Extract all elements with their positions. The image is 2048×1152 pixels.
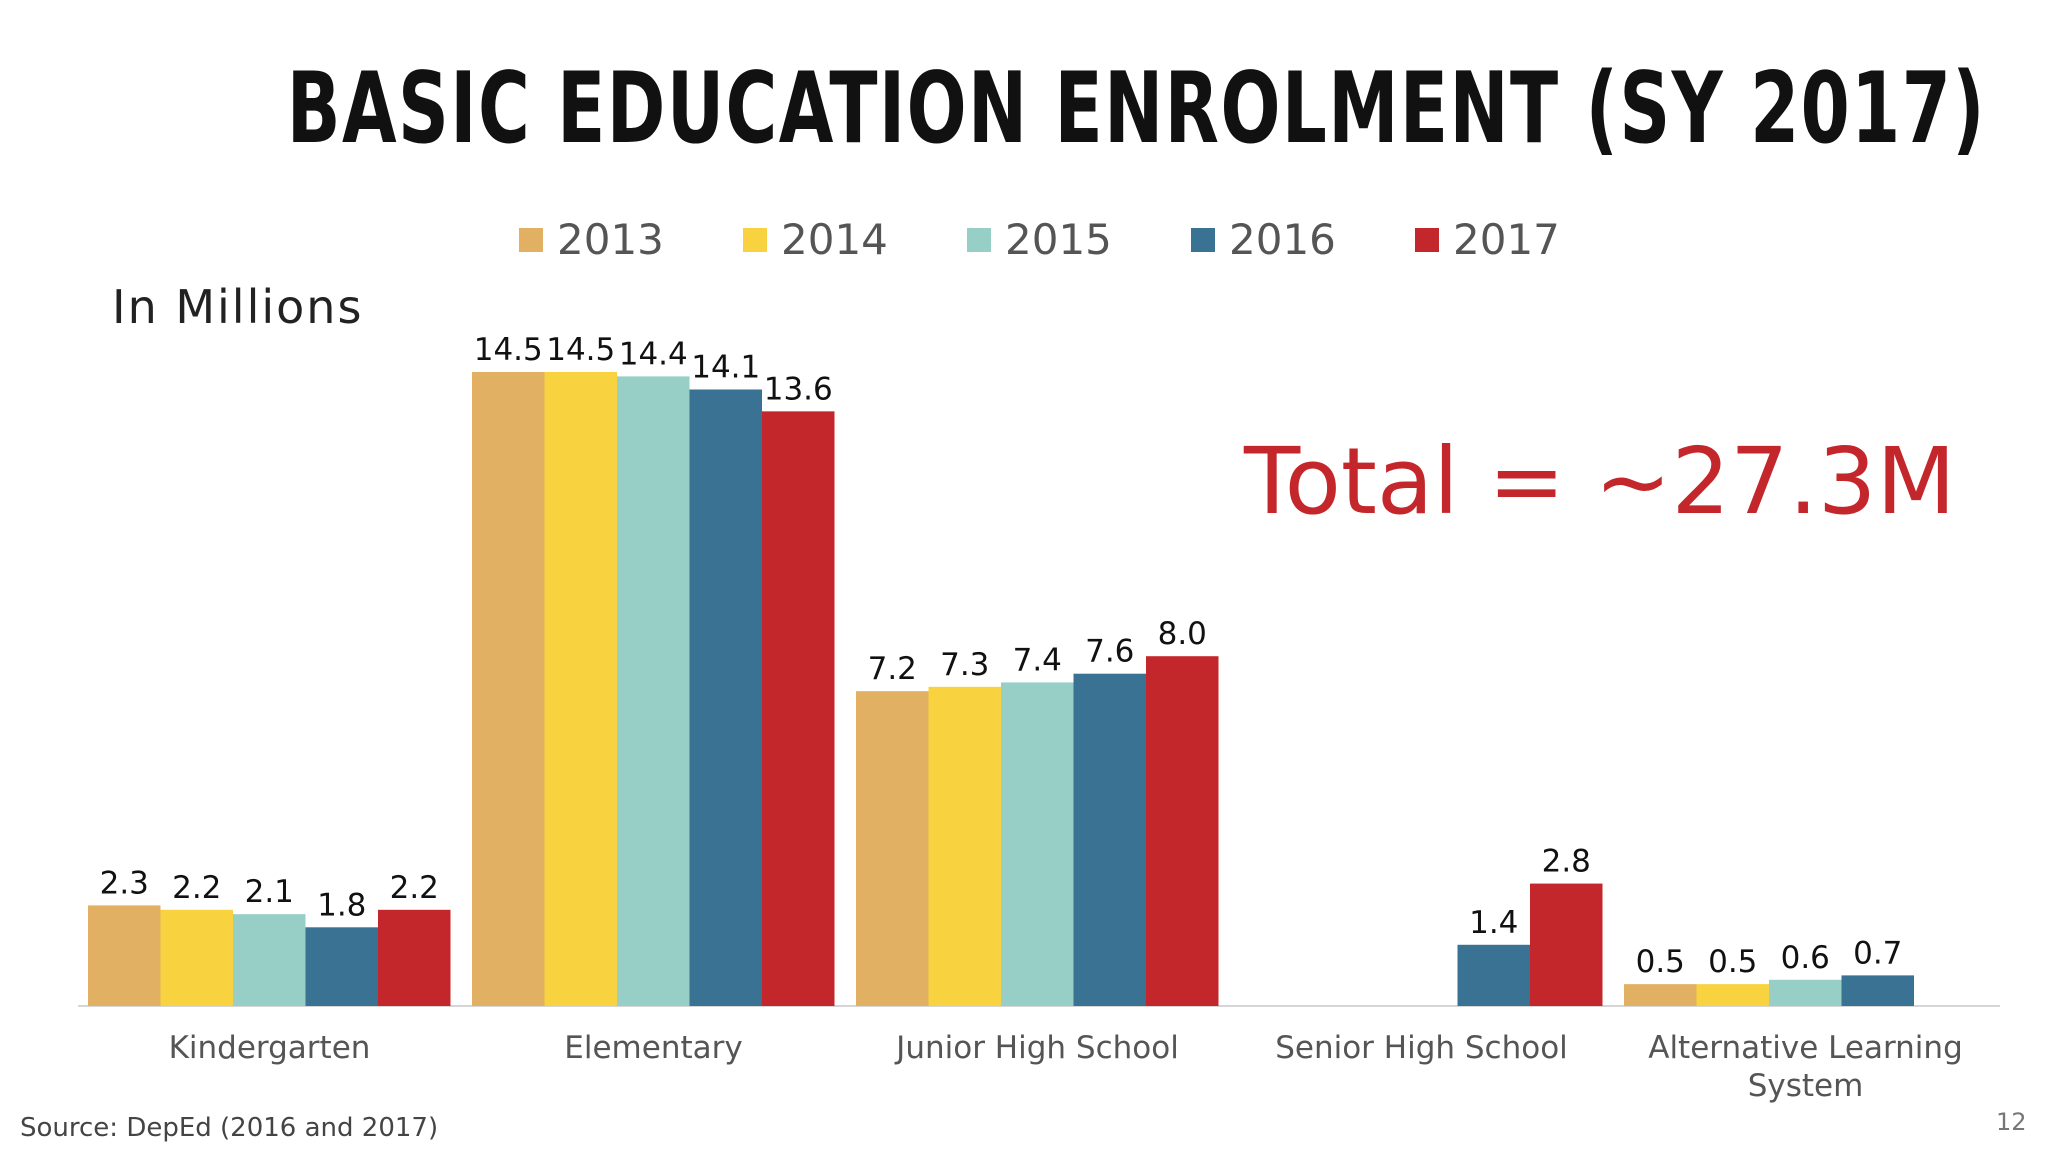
legend-label-2015: 2015 [1005,215,1112,264]
legend-label-2014: 2014 [781,215,888,264]
value-label-elementary-2014: 14.5 [546,332,615,368]
value-label-kindergarten-2016: 1.8 [317,887,366,923]
page-number: 12 [1996,1108,2027,1136]
value-label-junior-high-school-2017: 8.0 [1158,616,1207,652]
value-label-elementary-2016: 14.1 [691,349,760,385]
bar-junior-high-school-2017 [1146,656,1219,1006]
category-label-junior-high-school: Junior High School [894,1030,1179,1066]
value-label-alternative-learning-system-2016: 0.7 [1853,935,1902,971]
value-label-elementary-2013: 14.5 [474,332,543,368]
bar-elementary-2014 [544,372,617,1006]
value-label-kindergarten-2015: 2.1 [245,874,294,910]
value-label-alternative-learning-system-2014: 0.5 [1708,944,1757,980]
bar-kindergarten-2016 [305,927,378,1006]
legend-swatch-2013 [519,228,543,252]
value-label-senior-high-school-2017: 2.8 [1542,844,1591,880]
bar-alternative-learning-system-2015 [1769,979,1842,1006]
unit-label: In Millions [112,280,364,334]
legend-label-2016: 2016 [1229,215,1336,264]
legend-swatch-2016 [1191,228,1215,252]
chart-title: BASIC EDUCATION ENROLMENT (SY 2017) [286,52,1986,166]
bar-elementary-2016 [689,389,762,1007]
category-labels-group: Kindergarten Elementary Junior High School… [169,1030,1963,1104]
bar-kindergarten-2017 [378,909,451,1006]
bar-elementary-2013 [472,372,545,1006]
legend-swatch-2017 [1415,228,1439,252]
value-label-alternative-learning-system-2015: 0.6 [1781,940,1830,976]
value-label-elementary-2015: 14.4 [619,336,688,372]
category-label-senior-high-school: Senior High School [1275,1030,1568,1066]
bar-kindergarten-2015 [233,914,306,1006]
value-label-junior-high-school-2016: 7.6 [1085,634,1134,670]
category-label-alternative-learning-system: Alternative Learning System [1648,1030,1963,1104]
bar-alternative-learning-system-2016 [1841,975,1914,1006]
bar-elementary-2017 [762,411,835,1007]
value-label-alternative-learning-system-2013: 0.5 [1636,944,1685,980]
value-label-junior-high-school-2013: 7.2 [868,651,917,687]
bar-elementary-2015 [617,376,690,1006]
legend-swatch-2015 [967,228,991,252]
value-label-junior-high-school-2014: 7.3 [940,647,989,683]
value-labels-group: 2.3 2.2 2.1 1.8 2.214.5 14.5 14.4 14.113.67.2 7.… [100,332,1903,980]
bar-junior-high-school-2015 [1001,682,1074,1006]
bar-senior-high-school-2017 [1530,883,1603,1006]
value-label-kindergarten-2014: 2.2 [172,870,221,906]
value-label-elementary-2017: 13.6 [764,371,833,407]
bar-junior-high-school-2014 [928,686,1001,1006]
total-annotation: Total = ~27.3M [1244,428,1956,535]
bar-kindergarten-2013 [88,905,161,1006]
legend-label-2017: 2017 [1453,215,1560,264]
value-label-junior-high-school-2015: 7.4 [1013,642,1062,678]
category-label-kindergarten: Kindergarten [169,1030,371,1066]
source-note: Source: DepEd (2016 and 2017) [20,1113,439,1143]
category-label-elementary: Elementary [564,1030,742,1066]
value-label-senior-high-school-2016: 1.4 [1469,905,1518,941]
bar-kindergarten-2014 [160,909,233,1006]
bars-group [88,372,1914,1007]
value-label-kindergarten-2013: 2.3 [100,865,149,901]
legend-swatch-2014 [743,228,767,252]
value-label-kindergarten-2017: 2.2 [390,870,439,906]
bar-alternative-learning-system-2013 [1624,984,1697,1006]
bar-junior-high-school-2013 [856,691,929,1006]
legend-label-2013: 2013 [557,215,664,264]
legend: 2013 2014 2015 2016 2017 [519,215,1560,264]
bar-alternative-learning-system-2014 [1696,984,1769,1006]
bar-senior-high-school-2016 [1457,944,1530,1006]
bar-junior-high-school-2016 [1073,673,1146,1006]
